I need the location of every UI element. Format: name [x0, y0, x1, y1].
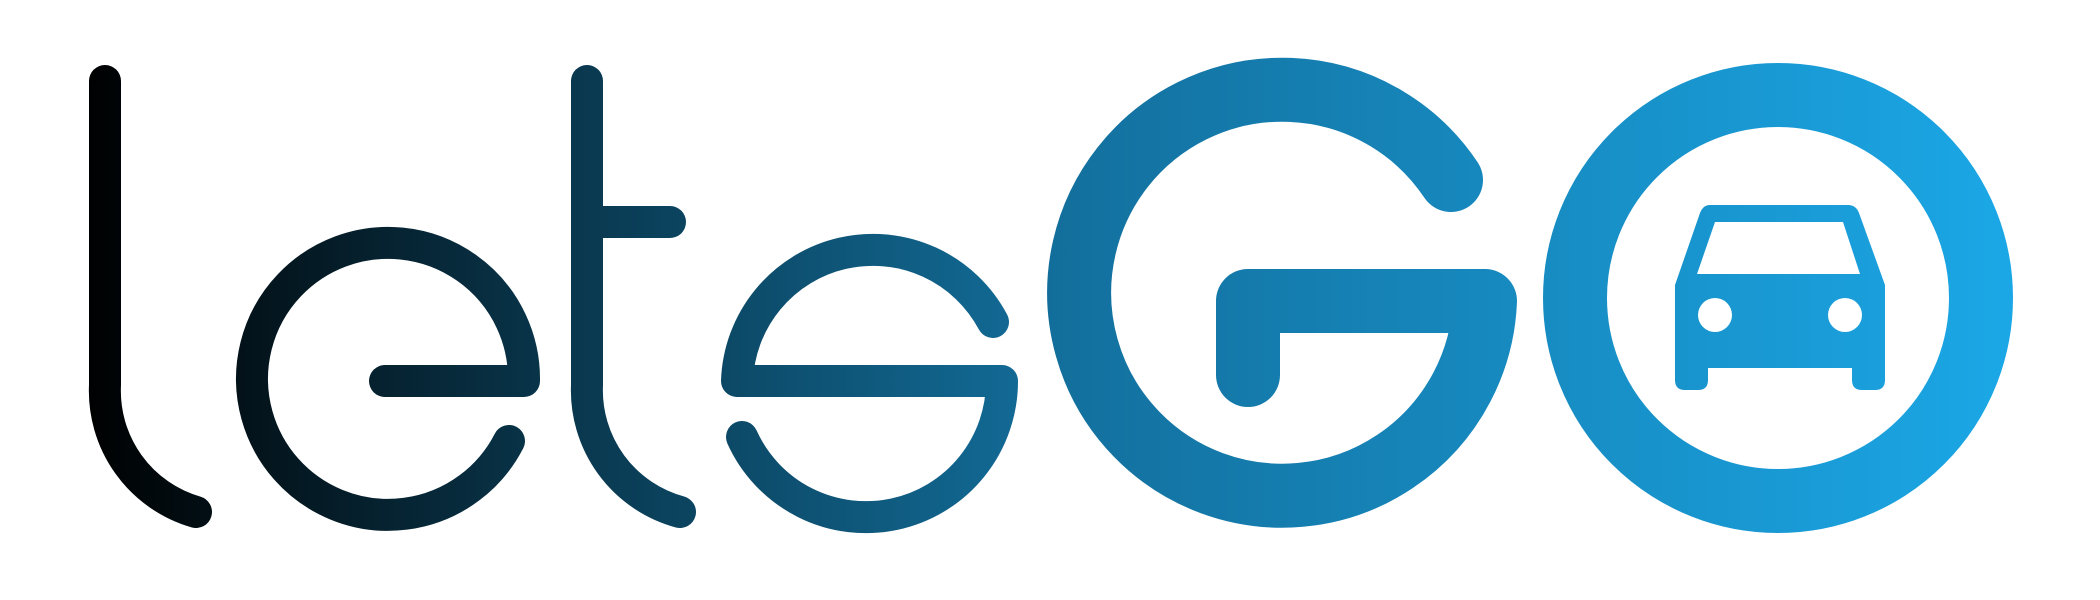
letter-o — [1543, 63, 2013, 533]
car-icon — [1675, 205, 1885, 390]
letter-l — [88, 65, 212, 528]
letter-t — [570, 65, 696, 528]
letter-g — [1047, 57, 1517, 528]
letter-e — [236, 226, 541, 531]
letter-s — [721, 233, 1018, 534]
